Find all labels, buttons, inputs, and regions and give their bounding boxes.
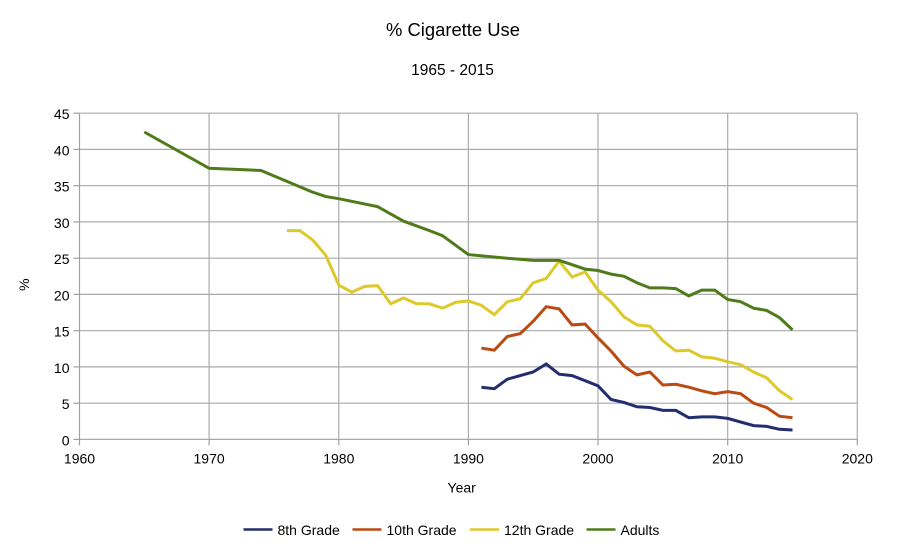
svg-text:1990: 1990 bbox=[453, 451, 484, 467]
svg-text:2000: 2000 bbox=[582, 451, 613, 467]
svg-text:0: 0 bbox=[62, 432, 70, 448]
svg-text:10th Grade: 10th Grade bbox=[387, 522, 457, 538]
svg-text:25: 25 bbox=[54, 251, 70, 267]
svg-text:30: 30 bbox=[54, 215, 70, 231]
svg-text:5: 5 bbox=[62, 396, 70, 412]
svg-text:Adults: Adults bbox=[621, 522, 660, 538]
svg-text:10: 10 bbox=[54, 360, 70, 376]
svg-text:1980: 1980 bbox=[323, 451, 354, 467]
svg-text:% Cigarette Use: % Cigarette Use bbox=[386, 19, 520, 40]
svg-text:%: % bbox=[16, 278, 32, 290]
svg-text:Year: Year bbox=[448, 480, 477, 496]
svg-text:40: 40 bbox=[54, 142, 70, 158]
svg-text:15: 15 bbox=[54, 324, 70, 340]
svg-text:45: 45 bbox=[54, 106, 70, 122]
svg-text:35: 35 bbox=[54, 179, 70, 195]
svg-text:1970: 1970 bbox=[194, 451, 225, 467]
svg-text:2010: 2010 bbox=[712, 451, 743, 467]
svg-text:2020: 2020 bbox=[842, 451, 873, 467]
svg-text:20: 20 bbox=[54, 287, 70, 303]
svg-text:1960: 1960 bbox=[64, 451, 95, 467]
svg-text:8th Grade: 8th Grade bbox=[278, 522, 340, 538]
svg-text:12th Grade: 12th Grade bbox=[504, 522, 574, 538]
svg-text:1965 - 2015: 1965 - 2015 bbox=[411, 62, 494, 79]
